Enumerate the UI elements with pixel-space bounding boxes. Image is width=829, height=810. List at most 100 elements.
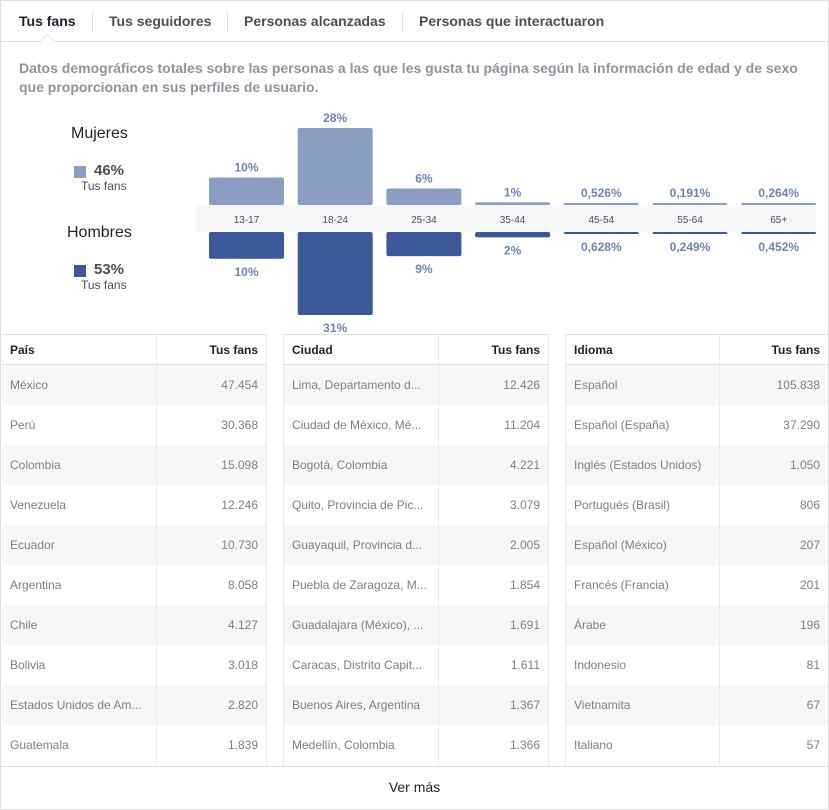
- language-name-cell: Francés (Francia): [566, 564, 720, 605]
- men-title: Hombres: [67, 224, 132, 241]
- men-bar[interactable]: [297, 232, 373, 315]
- age-tick-label: 13-17: [234, 215, 260, 226]
- women-value-label: 28%: [323, 111, 347, 125]
- language-fans-cell: 201: [799, 577, 820, 592]
- country-fans-cell: 8.058: [227, 577, 258, 592]
- language-fans-cell: 57: [806, 737, 820, 752]
- language-name-cell: Vietnamita: [566, 684, 720, 725]
- table-row: Perú 30.368: [2, 404, 266, 445]
- men-value-label: 31%: [323, 321, 347, 334]
- language-name-cell: Español (México): [566, 524, 720, 565]
- men-value-label: 0,628%: [581, 240, 622, 254]
- table-row: Estados Unidos de Am... 2.820: [2, 684, 266, 725]
- age-tick-label: 18-24: [322, 215, 348, 226]
- women-bar[interactable]: [209, 177, 284, 206]
- women-subtitle: Tus fans: [81, 179, 127, 193]
- city-name-cell: Quito, Provincia de Pic...: [284, 484, 439, 525]
- table-row: Indonesio 81: [566, 644, 828, 685]
- table-row: Guatemala 1.839: [2, 724, 266, 765]
- women-bar[interactable]: [386, 188, 462, 206]
- language-fans-cell: 37.290: [783, 417, 820, 432]
- country-name-cell: Bolivia: [2, 644, 157, 685]
- men-bar[interactable]: [209, 232, 284, 259]
- country-fans-cell: 1.839: [227, 737, 258, 752]
- city-fans-cell: 1.367: [438, 684, 548, 725]
- country-name-cell: México: [2, 364, 157, 405]
- women-title: Mujeres: [71, 125, 128, 142]
- country-fans-header[interactable]: Tus fans: [156, 334, 266, 365]
- women-bar[interactable]: [741, 203, 817, 205]
- country-fans-cell: 3.018: [227, 657, 258, 672]
- language-fans-cell: 67: [719, 684, 828, 725]
- men-bar[interactable]: [741, 232, 817, 234]
- women-bar[interactable]: [297, 128, 373, 205]
- language-name-cell: Árabe: [566, 604, 720, 645]
- table-row: Ciudad de México, Mé... 11.204: [284, 404, 548, 445]
- city-name-cell: Caracas, Distrito Capit...: [284, 644, 439, 685]
- tab-tus-seguidores[interactable]: Tus seguidores: [109, 13, 212, 29]
- men-value-label: 0,249%: [670, 240, 711, 254]
- language-fans-cell: 1.050: [719, 444, 828, 485]
- city-fans-cell: 4.221: [438, 444, 548, 485]
- language-header[interactable]: Idioma: [566, 334, 720, 365]
- men-swatch-icon: [74, 265, 86, 277]
- country-name-cell: Argentina: [2, 564, 157, 605]
- country-fans-cell: 4.127: [156, 604, 266, 645]
- women-bar[interactable]: [563, 203, 639, 205]
- table-row: Puebla de Zaragoza, M... 1.854: [284, 564, 548, 605]
- language-table: Idioma Tus fans Español 105.838 Español (E…: [566, 334, 828, 765]
- age-tick-label: 65+: [770, 215, 787, 226]
- table-row: Caracas, Distrito Capit... 1.611: [284, 644, 548, 685]
- table-row: Portugués (Brasil) 806: [566, 484, 828, 525]
- women-value-label: 1%: [504, 185, 522, 199]
- language-fans-cell: 196: [719, 604, 828, 645]
- women-bar[interactable]: [652, 203, 728, 205]
- tab-personas-interactuaron[interactable]: Personas que interactuaron: [419, 13, 605, 29]
- women-bar[interactable]: [475, 202, 551, 205]
- country-name-cell: Ecuador: [2, 524, 157, 565]
- men-value-label: 10%: [234, 265, 258, 279]
- table-row: Guayaquil, Provincia d... 2.005: [284, 524, 548, 565]
- country-name-cell: Estados Unidos de Am...: [2, 684, 157, 725]
- age-axis-band: [196, 205, 816, 232]
- table-row: Español (México) 207: [566, 524, 828, 565]
- age-tick-label: 45-54: [589, 215, 615, 226]
- city-header[interactable]: Ciudad: [284, 334, 439, 365]
- see-more-button[interactable]: Ver más: [1, 766, 828, 809]
- language-name-cell: Inglés (Estados Unidos): [566, 444, 720, 485]
- country-header[interactable]: País: [2, 334, 157, 365]
- age-tick-label: 25-34: [411, 215, 437, 226]
- table-row: Vietnamita 67: [566, 684, 828, 725]
- table-row: Español (España) 37.290: [566, 404, 828, 445]
- women-percent: 46%: [94, 162, 125, 179]
- tab-divider: [227, 12, 228, 32]
- city-name-cell: Bogotá, Colombia: [284, 444, 439, 485]
- men-bar[interactable]: [475, 232, 551, 238]
- men-bar[interactable]: [563, 232, 639, 234]
- tab-tus-fans[interactable]: Tus fans: [19, 13, 76, 29]
- active-tab-caret-icon: [39, 34, 55, 42]
- language-fans-header[interactable]: Tus fans: [719, 334, 828, 365]
- table-row: Italiano 57: [566, 724, 828, 765]
- men-bar[interactable]: [386, 232, 462, 257]
- table-row: Colombia 15.098: [2, 444, 266, 485]
- table-row: Bolivia 3.018: [2, 644, 266, 685]
- language-name-cell: Español (España): [566, 404, 720, 445]
- country-fans-cell: 12.246: [221, 497, 258, 512]
- country-table: País Tus fans México 47.454 Perú 30.368 Colo…: [2, 334, 266, 765]
- language-name-cell: Italiano: [566, 724, 720, 765]
- table-row: Medellín, Colombia 1.366: [284, 724, 548, 765]
- table-row: Español 105.838: [566, 364, 828, 405]
- table-row: Inglés (Estados Unidos) 1.050: [566, 444, 828, 485]
- tab-personas-alcanzadas[interactable]: Personas alcanzadas: [244, 13, 386, 29]
- country-fans-cell: 15.098: [156, 444, 266, 485]
- age-tick-label: 55-64: [677, 215, 703, 226]
- table-row: Bogotá, Colombia 4.221: [284, 444, 548, 485]
- men-bar[interactable]: [652, 232, 728, 234]
- women-value-label: 10%: [234, 161, 258, 175]
- city-name-cell: Ciudad de México, Mé...: [284, 404, 439, 445]
- country-fans-cell: 2.820: [156, 684, 266, 725]
- city-fans-header[interactable]: Tus fans: [438, 334, 548, 365]
- table-row: Árabe 196: [566, 604, 828, 645]
- country-name-cell: Perú: [2, 404, 157, 445]
